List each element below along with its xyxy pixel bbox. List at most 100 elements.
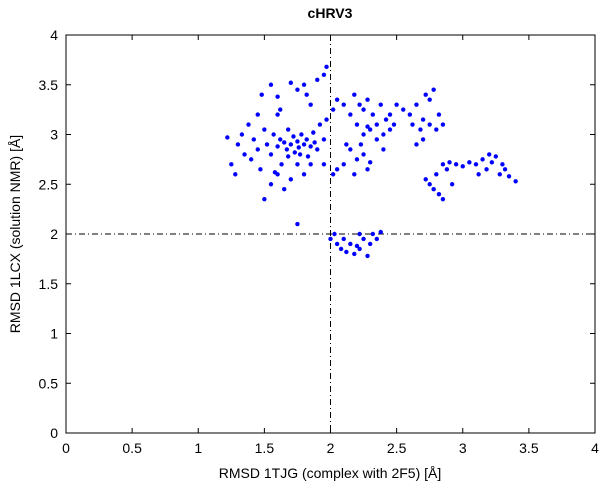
point <box>315 147 320 152</box>
point <box>321 162 327 167</box>
point <box>308 162 313 167</box>
point <box>357 231 362 237</box>
point <box>370 112 376 117</box>
point <box>374 137 379 142</box>
point <box>284 147 290 152</box>
point <box>391 122 397 127</box>
point <box>251 137 256 142</box>
point <box>301 82 307 87</box>
point <box>418 127 423 132</box>
point <box>308 102 313 107</box>
point <box>288 80 294 85</box>
point <box>295 162 300 167</box>
point <box>361 236 366 242</box>
point <box>301 142 307 147</box>
point <box>423 92 428 97</box>
point <box>440 122 446 127</box>
point <box>292 150 297 155</box>
point <box>361 132 366 137</box>
point <box>341 236 346 242</box>
point <box>365 167 370 172</box>
y-tick-label: 2.5 <box>39 176 59 192</box>
x-tick-label: 3.5 <box>519 440 539 456</box>
point <box>285 154 291 159</box>
point <box>275 112 280 117</box>
point <box>453 162 459 167</box>
point <box>401 107 406 112</box>
point <box>444 167 450 172</box>
point <box>295 221 300 227</box>
point <box>262 127 267 132</box>
point <box>449 182 455 187</box>
point <box>348 241 353 247</box>
x-tick-label: 0 <box>62 440 70 456</box>
point <box>297 152 303 157</box>
x-tick-label: 1 <box>194 440 202 456</box>
point <box>288 142 294 147</box>
point <box>295 139 300 144</box>
point <box>365 253 370 259</box>
point <box>493 154 499 159</box>
point <box>447 160 452 165</box>
point <box>312 140 317 145</box>
point <box>387 127 393 132</box>
point <box>330 107 336 112</box>
point <box>328 236 333 242</box>
point <box>278 107 283 112</box>
point <box>246 122 251 127</box>
point <box>513 179 518 184</box>
y-tick-label: 2 <box>50 226 58 242</box>
point <box>334 167 340 172</box>
point <box>275 94 280 99</box>
point <box>487 152 492 157</box>
point <box>225 135 230 140</box>
point <box>365 97 370 102</box>
point <box>427 182 432 187</box>
point <box>502 167 508 172</box>
point <box>239 132 245 137</box>
point <box>255 112 260 117</box>
point <box>324 64 329 70</box>
point <box>295 87 300 92</box>
y-tick-label: 1 <box>50 326 58 342</box>
x-tick-label: 0.5 <box>122 440 142 456</box>
point <box>436 192 442 197</box>
point <box>305 154 311 159</box>
y-tick-label: 0 <box>50 425 58 441</box>
point <box>489 160 495 165</box>
point <box>367 127 373 132</box>
point <box>262 196 267 202</box>
point <box>311 130 316 135</box>
point <box>264 142 270 147</box>
point <box>473 162 479 167</box>
point <box>304 92 309 97</box>
point <box>407 112 413 117</box>
point <box>370 231 376 237</box>
point <box>278 137 283 142</box>
point <box>258 167 263 172</box>
point <box>301 172 307 177</box>
point <box>330 172 336 177</box>
point <box>420 137 426 142</box>
point <box>334 241 340 247</box>
point <box>282 187 287 192</box>
point <box>291 134 296 139</box>
y-tick-label: 1.5 <box>39 276 59 292</box>
point <box>344 249 349 255</box>
point <box>414 142 419 147</box>
point <box>423 177 428 182</box>
point <box>440 162 446 167</box>
point <box>268 82 274 87</box>
point <box>410 122 415 127</box>
point <box>374 122 379 127</box>
point <box>279 162 284 167</box>
point <box>341 102 346 107</box>
point <box>304 137 309 142</box>
chart-title: cHRV3 <box>308 5 353 21</box>
point <box>427 122 432 127</box>
point <box>381 147 386 152</box>
point <box>378 229 383 235</box>
point <box>436 112 442 117</box>
